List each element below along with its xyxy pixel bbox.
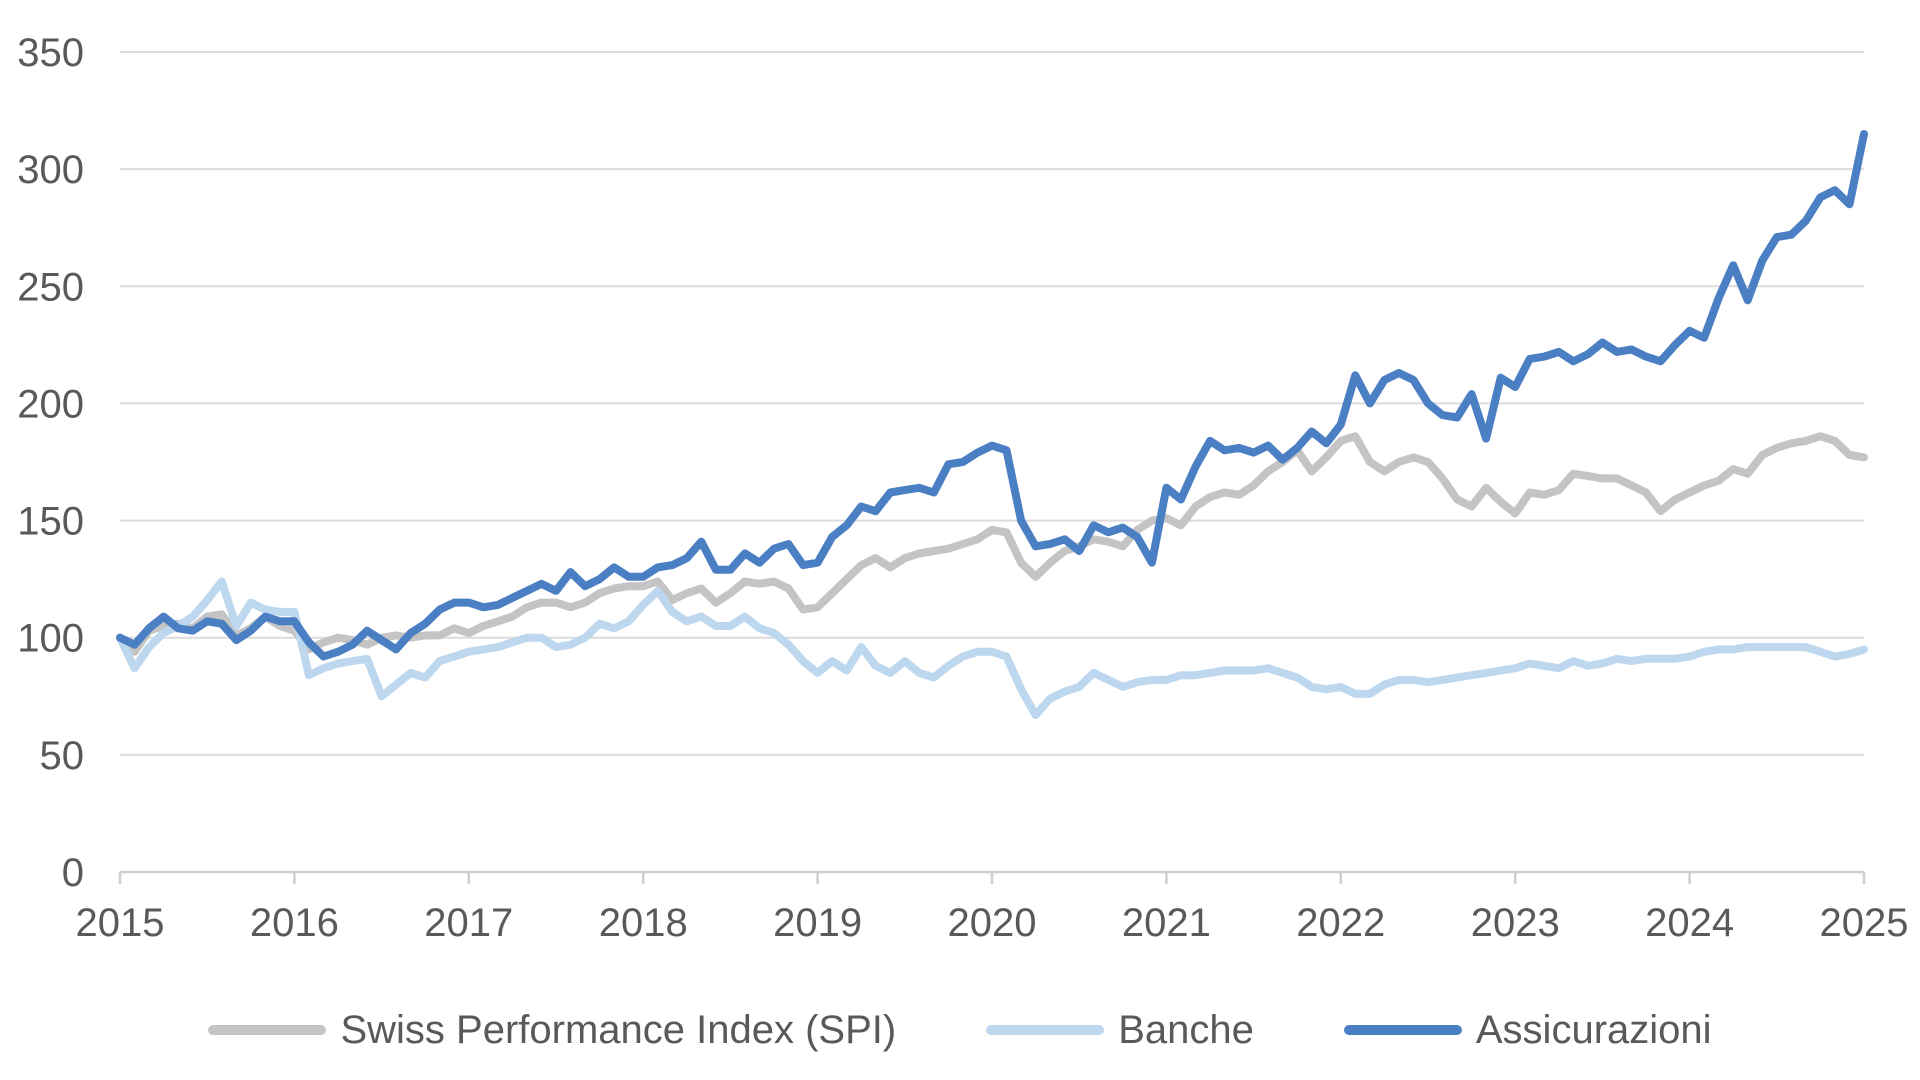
series-line-assicurazioni [116, 130, 1868, 661]
y-axis-label-0: 0 [62, 851, 84, 895]
x-axis-label-2024: 2024 [1645, 901, 1734, 945]
x-axis-label-2022: 2022 [1296, 901, 1385, 945]
x-axis-label-2018: 2018 [599, 901, 688, 945]
x-axis-label-2023: 2023 [1471, 901, 1560, 945]
y-axis-label-250: 250 [17, 265, 84, 309]
x-axis-label-2021: 2021 [1122, 901, 1211, 945]
y-axis-label-200: 200 [17, 382, 84, 426]
x-axis-label-2020: 2020 [948, 901, 1037, 945]
y-axis-label-300: 300 [17, 148, 84, 192]
y-axis-label-150: 150 [17, 500, 84, 544]
legend-item-assicurazioni: Assicurazioni [1343, 1007, 1712, 1053]
legend-swatch-assicurazioni-icon [1343, 1025, 1462, 1035]
x-axis-label-2017: 2017 [424, 901, 513, 945]
x-axis-label-2019: 2019 [773, 901, 862, 945]
legend-item-banche: Banche [986, 1008, 1254, 1053]
y-axis-label-50: 50 [40, 734, 85, 778]
legend-label-banche: Banche [1118, 1007, 1254, 1052]
legend-swatch-banche-icon [986, 1025, 1105, 1035]
y-axis-label-100: 100 [17, 617, 84, 661]
series-line-banche [116, 577, 1868, 719]
legend-item-spi: Swiss Performance Index (SPI) [208, 1008, 896, 1053]
legend-swatch-spi-icon [208, 1025, 327, 1035]
legend-label-spi: Swiss Performance Index (SPI) [340, 1007, 897, 1052]
x-axis-label-2016: 2016 [250, 901, 339, 945]
legend: Swiss Performance Index (SPI) Banche Ass… [0, 1000, 1920, 1060]
x-axis-label-2025: 2025 [1820, 901, 1909, 945]
legend-label-assicurazioni: Assicurazioni [1475, 1007, 1712, 1052]
x-axis-label-2015: 2015 [76, 901, 165, 945]
series-line-spi [116, 432, 1868, 656]
y-axis-label-350: 350 [17, 31, 84, 75]
chart-canvas: 0 50 100 150 200 250 300 350 2015 2016 2017 2018 201… [17, 31, 1909, 945]
